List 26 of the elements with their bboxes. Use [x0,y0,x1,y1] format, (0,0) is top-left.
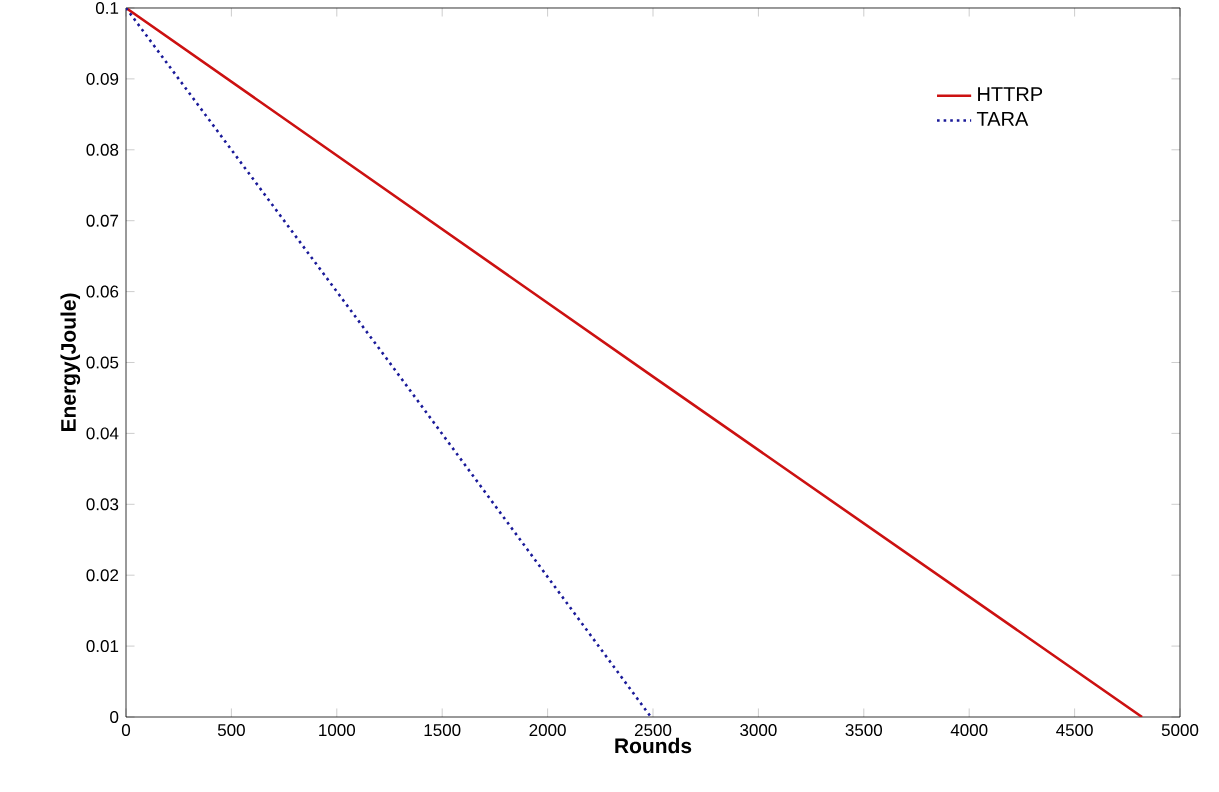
x-tick-label: 5000 [1161,724,1199,737]
y-tick-label: 0.05 [86,356,119,369]
x-tick-label: 1000 [319,724,356,737]
legend-label: TARA [976,112,1029,126]
y-tick-label: 0.09 [86,72,119,85]
x-tick-label: 4000 [950,724,988,737]
x-tick-label: 3500 [845,724,883,737]
x-tick-label: 500 [217,724,245,737]
y-tick-label: 0.1 [95,1,119,14]
y-tick-label: 0.07 [86,214,119,227]
x-axis-title: Rounds [615,737,692,754]
y-tick-label: 0.02 [86,569,119,582]
x-tick-label: 3000 [740,724,777,737]
y-tick-label: 0 [110,710,119,724]
y-tick-label: 0.08 [86,143,119,156]
y-tick-label: 0.03 [86,498,119,511]
y-tick-label: 0.01 [86,640,119,653]
legend-label: HTTRP [978,87,1043,102]
y-axis-title: Energy(Joule) [60,293,81,432]
x-tick-label: 0 [121,724,131,737]
x-tick-label: 2000 [529,724,566,737]
x-tick-label: 2500 [634,724,672,737]
y-tick-label: 0.06 [86,285,119,298]
x-tick-label: 4500 [1056,724,1093,737]
y-tick-label: 0.04 [86,427,119,440]
x-tick-label: 1500 [424,724,461,737]
